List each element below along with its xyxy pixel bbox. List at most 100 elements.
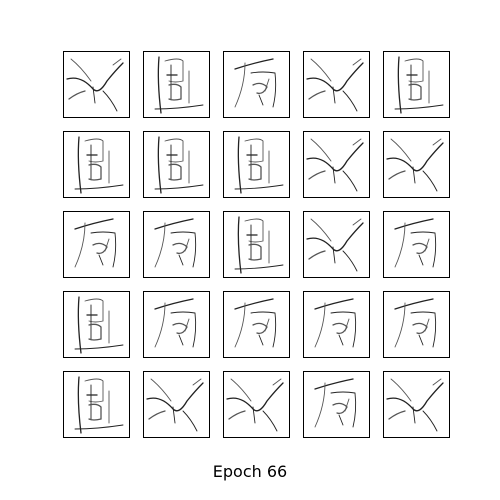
glyph-stroke [66, 62, 124, 92]
sample-tile [223, 211, 290, 278]
glyph-stroke [314, 382, 326, 428]
sample-tile [63, 291, 130, 358]
glyph-stroke [104, 238, 110, 252]
sample-tile [143, 291, 210, 358]
glyph-stroke [77, 136, 82, 194]
glyph-stroke [74, 424, 124, 430]
glyph-stroke [170, 311, 197, 348]
glyph-stroke [157, 56, 162, 114]
glyph-stroke [397, 56, 402, 114]
glyph-stroke [432, 138, 442, 146]
glyph-stroke [352, 138, 362, 146]
glyph-stroke [84, 138, 104, 163]
glyph-stroke [394, 298, 434, 310]
glyph-stroke [234, 58, 274, 70]
glyph-stroke [394, 104, 444, 110]
sample-tile [223, 291, 290, 358]
glyph-stroke [388, 410, 406, 420]
sample-tile [303, 291, 370, 358]
sample-frame [303, 291, 370, 358]
glyph-stroke [237, 136, 242, 194]
glyph-stroke [248, 163, 262, 181]
glyph-stroke [154, 298, 194, 310]
sample-tile [223, 51, 290, 118]
glyph-stroke [74, 184, 124, 190]
glyph-stroke [244, 138, 264, 163]
glyph-stroke [422, 170, 438, 192]
glyph-stroke [412, 242, 428, 255]
glyph-stroke [234, 264, 284, 270]
glyph-stroke [74, 344, 124, 350]
glyph-stroke [68, 90, 86, 100]
sample-tile [303, 51, 370, 118]
glyph-stroke [244, 218, 264, 243]
glyph-stroke [422, 410, 438, 432]
sample-tile [383, 131, 450, 198]
glyph-stroke [228, 410, 246, 420]
sample-frame [143, 211, 210, 278]
glyph-stroke [154, 218, 194, 230]
glyph-stroke [388, 170, 406, 180]
glyph-stroke [308, 250, 326, 260]
glyph-stroke [88, 163, 102, 181]
glyph-stroke [234, 62, 246, 108]
glyph-stroke [168, 83, 182, 101]
glyph-stroke [84, 298, 104, 323]
sample-tile [303, 371, 370, 438]
glyph-stroke [352, 218, 362, 226]
glyph-stroke [306, 142, 364, 172]
glyph-stroke [432, 378, 442, 386]
glyph-stroke [412, 406, 416, 424]
glyph-stroke [408, 83, 422, 101]
glyph-stroke [330, 391, 357, 428]
glyph-stroke [404, 58, 424, 83]
sample-tile [143, 131, 210, 198]
glyph-stroke [332, 166, 336, 184]
glyph-stroke [332, 402, 348, 415]
glyph-stroke [342, 170, 358, 192]
glyph-stroke [88, 403, 102, 421]
glyph-stroke [184, 318, 190, 332]
glyph-stroke [98, 254, 104, 266]
sample-tile [63, 211, 130, 278]
sample-tile [63, 51, 130, 118]
sample-tile [63, 131, 130, 198]
glyph-stroke [250, 311, 277, 348]
glyph-stroke [410, 311, 437, 348]
glyph-stroke [390, 378, 412, 402]
sample-frame [383, 291, 450, 358]
glyph-stroke [258, 94, 264, 106]
glyph-stroke [342, 250, 358, 272]
sample-tile [383, 291, 450, 358]
glyph-stroke [74, 222, 86, 268]
glyph-stroke [234, 298, 274, 310]
glyph-stroke [226, 382, 284, 412]
sample-tile [143, 211, 210, 278]
glyph-stroke [77, 376, 82, 434]
glyph-stroke [390, 138, 412, 162]
glyph-stroke [150, 378, 172, 402]
glyph-stroke [164, 58, 184, 83]
glyph-stroke [308, 90, 326, 100]
glyph-stroke [172, 322, 188, 335]
glyph-stroke [332, 246, 336, 264]
sample-frame [223, 51, 290, 118]
glyph-stroke [234, 302, 246, 348]
glyph-stroke [74, 218, 114, 230]
glyph-stroke [102, 90, 118, 112]
glyph-stroke [70, 58, 92, 82]
sample-tile [383, 51, 450, 118]
sample-tile [143, 51, 210, 118]
glyph-stroke [330, 311, 357, 348]
glyph-stroke [314, 298, 354, 310]
glyph-stroke [314, 378, 354, 390]
glyph-stroke [92, 242, 108, 255]
glyph-stroke [148, 410, 166, 420]
sample-frame [143, 131, 210, 198]
glyph-stroke [314, 302, 326, 348]
glyph-stroke [154, 104, 204, 110]
glyph-stroke [252, 82, 268, 95]
sample-frame [383, 211, 450, 278]
glyph-stroke [264, 318, 270, 332]
glyph-stroke [146, 382, 204, 412]
